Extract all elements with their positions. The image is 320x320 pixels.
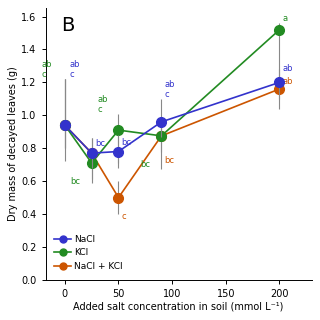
Legend: NaCl, KCl, NaCl + KCl: NaCl, KCl, NaCl + KCl [51,231,127,275]
Text: ab
c: ab c [164,80,175,99]
X-axis label: Added salt concentration in soil (mmol L⁻¹): Added salt concentration in soil (mmol L… [73,302,284,312]
Text: bc: bc [164,156,175,165]
Text: ab
c: ab c [41,60,52,79]
Text: a: a [283,14,288,23]
Text: ab
c: ab c [69,60,80,79]
Text: ab: ab [283,63,293,73]
Y-axis label: Dry mass of decayed leaves (g): Dry mass of decayed leaves (g) [8,67,18,221]
Text: bc: bc [140,160,150,169]
Text: ab
c: ab c [97,95,108,114]
Text: bc: bc [122,138,132,147]
Text: bc: bc [70,177,80,186]
Text: c: c [122,212,126,220]
Text: B: B [61,16,75,36]
Text: ab: ab [283,77,293,86]
Text: bc: bc [95,139,105,148]
